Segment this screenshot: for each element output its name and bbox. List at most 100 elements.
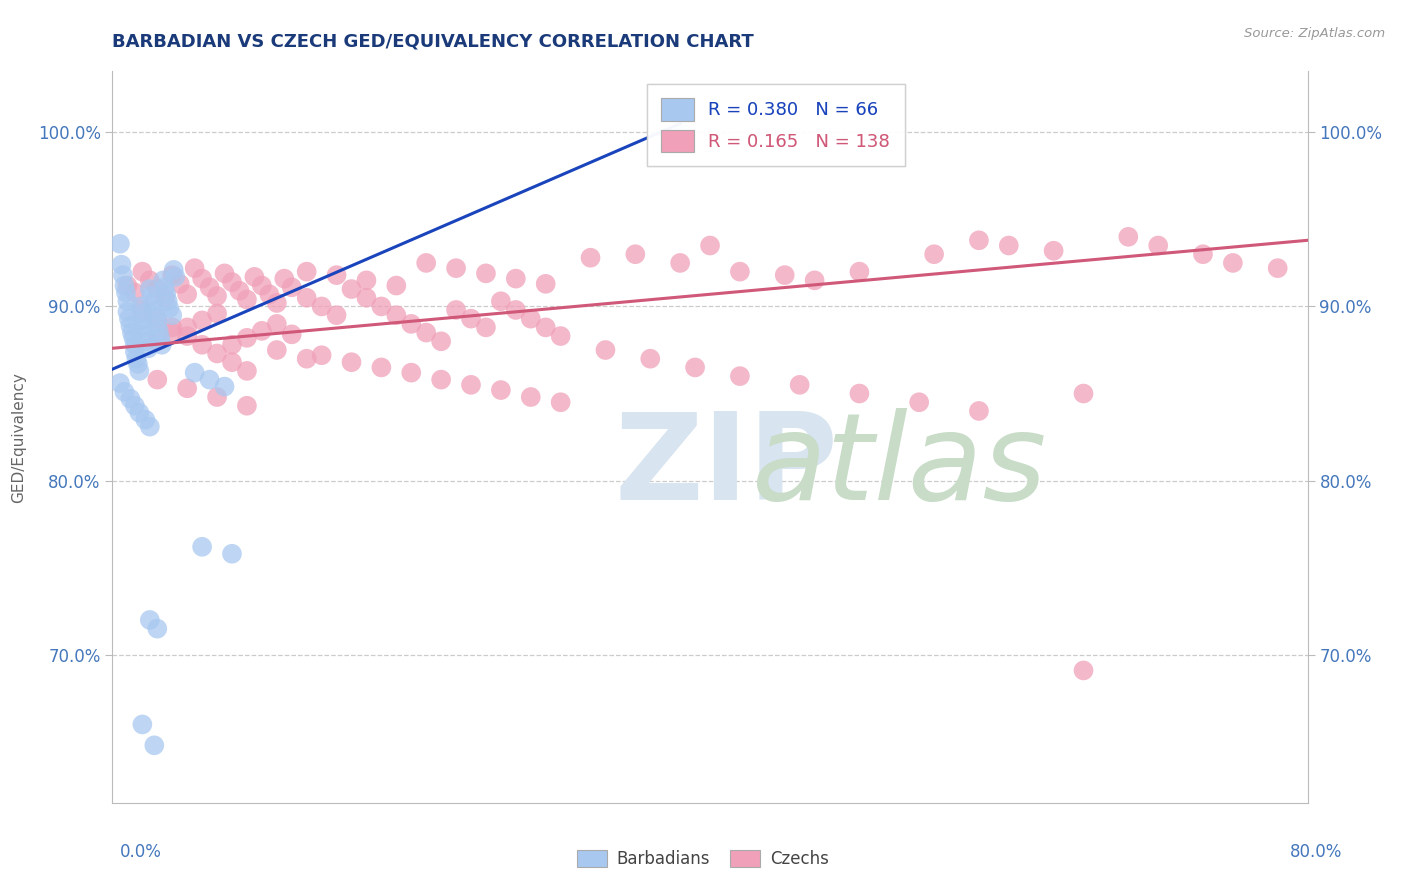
Point: [640, 351, 662, 366]
Point: [114, 384, 135, 399]
Point: [370, 360, 392, 375]
Point: [415, 256, 437, 270]
Point: [191, 338, 214, 352]
Point: [146, 373, 169, 387]
Point: [162, 268, 183, 282]
Point: [534, 320, 557, 334]
Point: [520, 390, 543, 404]
Point: [124, 399, 146, 413]
Point: [191, 540, 214, 554]
Point: [1042, 244, 1064, 258]
Point: [311, 348, 333, 362]
Point: [128, 364, 150, 378]
Point: [401, 317, 423, 331]
Point: [550, 395, 572, 409]
Point: [146, 311, 169, 326]
Text: 80.0%: 80.0%: [1291, 843, 1343, 861]
Point: [848, 386, 870, 401]
Text: BARBADIAN VS CZECH GED/EQUIVALENCY CORRELATION CHART: BARBADIAN VS CZECH GED/EQUIVALENCY CORRE…: [112, 32, 754, 50]
Point: [311, 300, 333, 314]
Point: [520, 311, 543, 326]
Point: [120, 318, 142, 333]
Point: [156, 294, 179, 309]
Point: [114, 278, 135, 293]
Point: [205, 390, 228, 404]
Point: [176, 287, 198, 301]
Point: [149, 331, 172, 345]
Point: [998, 238, 1021, 252]
Point: [415, 326, 437, 340]
Point: [1073, 386, 1095, 401]
Point: [150, 338, 173, 352]
Point: [281, 280, 304, 294]
Point: [131, 717, 153, 731]
Point: [773, 268, 796, 282]
Point: [1192, 247, 1215, 261]
Point: [143, 302, 166, 317]
Point: [967, 233, 990, 247]
Point: [295, 351, 318, 366]
Point: [142, 296, 165, 310]
Point: [153, 291, 176, 305]
Point: [131, 313, 153, 327]
Point: [228, 284, 250, 298]
Point: [120, 392, 142, 406]
Point: [146, 282, 169, 296]
Point: [131, 265, 153, 279]
Point: [236, 331, 259, 345]
Point: [273, 271, 295, 285]
Point: [124, 285, 146, 300]
Point: [129, 300, 152, 314]
Point: [169, 277, 191, 291]
Point: [121, 326, 143, 340]
Point: [489, 294, 512, 309]
Point: [110, 258, 132, 272]
Point: [135, 334, 157, 349]
Point: [803, 273, 825, 287]
Point: [139, 613, 162, 627]
Point: [1267, 261, 1289, 276]
Point: [131, 306, 153, 320]
Legend: Barbadians, Czechs: Barbadians, Czechs: [571, 843, 835, 875]
Point: [669, 125, 692, 139]
Point: [146, 334, 169, 349]
Point: [155, 287, 177, 301]
Point: [236, 364, 259, 378]
Point: [176, 381, 198, 395]
Point: [125, 351, 148, 366]
Point: [401, 366, 423, 380]
Text: Source: ZipAtlas.com: Source: ZipAtlas.com: [1244, 27, 1385, 40]
Point: [214, 266, 236, 280]
Point: [138, 341, 160, 355]
Point: [183, 366, 205, 380]
Point: [325, 268, 347, 282]
Point: [176, 320, 198, 334]
Point: [117, 278, 139, 293]
Point: [205, 306, 228, 320]
Point: [340, 282, 363, 296]
Point: [128, 406, 150, 420]
Point: [259, 287, 281, 301]
Point: [967, 404, 990, 418]
Point: [134, 327, 156, 342]
Point: [198, 280, 221, 294]
Point: [143, 739, 166, 753]
Point: [221, 547, 243, 561]
Point: [162, 326, 183, 340]
Point: [111, 268, 134, 282]
Point: [444, 261, 467, 276]
Point: [295, 265, 318, 279]
Point: [595, 343, 617, 357]
Point: [266, 343, 288, 357]
Text: ZIP: ZIP: [614, 408, 838, 524]
Point: [922, 247, 945, 261]
Point: [221, 338, 243, 352]
Point: [505, 271, 527, 285]
Point: [1118, 229, 1140, 244]
Point: [340, 355, 363, 369]
Point: [198, 373, 221, 387]
Point: [117, 304, 139, 318]
Point: [146, 622, 169, 636]
Point: [534, 277, 557, 291]
Point: [669, 256, 692, 270]
